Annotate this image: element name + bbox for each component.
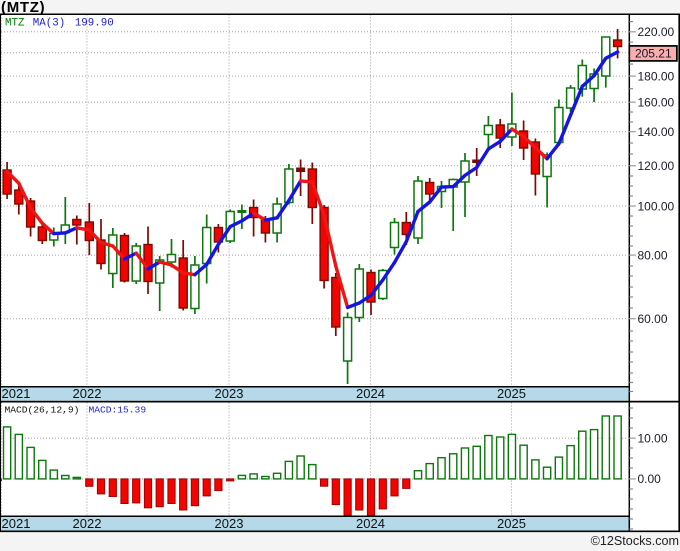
svg-text:2022: 2022 xyxy=(73,386,102,401)
svg-text:180.00: 180.00 xyxy=(638,69,675,83)
svg-text:(MTZ): (MTZ) xyxy=(1,0,45,16)
svg-text:205.21: 205.21 xyxy=(635,47,672,61)
svg-text:80.00: 80.00 xyxy=(638,248,668,262)
svg-text:2021: 2021 xyxy=(2,516,31,531)
svg-text:100.00: 100.00 xyxy=(638,199,675,213)
svg-text:2021: 2021 xyxy=(2,386,31,401)
svg-text:MACD(26,12,9): MACD(26,12,9) xyxy=(5,404,80,415)
svg-text:10.00: 10.00 xyxy=(638,432,668,446)
svg-text:MA(3): MA(3) xyxy=(33,18,65,30)
svg-text:140.00: 140.00 xyxy=(638,125,675,139)
svg-text:120.00: 120.00 xyxy=(638,159,675,173)
svg-text:0.00: 0.00 xyxy=(638,472,662,486)
svg-text:199.90: 199.90 xyxy=(75,18,114,30)
svg-text:MACD:15.39: MACD:15.39 xyxy=(89,404,147,415)
svg-text:2024: 2024 xyxy=(356,386,385,401)
svg-text:2025: 2025 xyxy=(497,516,526,531)
svg-text:2024: 2024 xyxy=(356,516,385,531)
svg-text:©12Stocks.com: ©12Stocks.com xyxy=(591,534,679,546)
svg-text:160.00: 160.00 xyxy=(638,96,675,110)
svg-text:220.00: 220.00 xyxy=(638,25,675,39)
svg-text:2022: 2022 xyxy=(73,516,102,531)
svg-text:MTZ: MTZ xyxy=(5,18,25,30)
svg-text:60.00: 60.00 xyxy=(638,312,668,326)
svg-text:2025: 2025 xyxy=(497,386,526,401)
svg-text:2023: 2023 xyxy=(215,386,244,401)
svg-text:2023: 2023 xyxy=(215,516,244,531)
